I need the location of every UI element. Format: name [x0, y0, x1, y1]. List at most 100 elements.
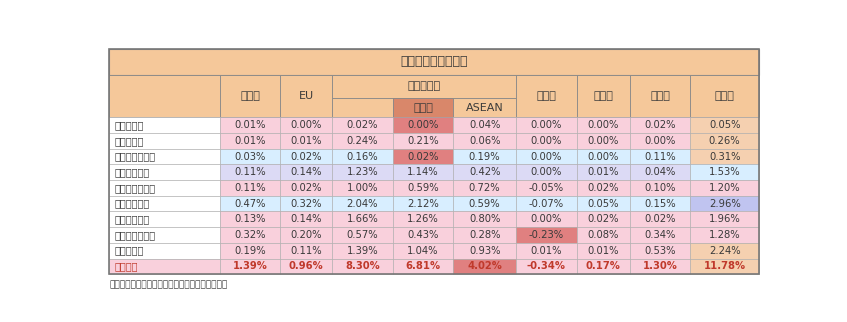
Bar: [332, 98, 393, 118]
Bar: [577, 133, 630, 149]
Text: 0.26%: 0.26%: [709, 136, 740, 146]
Bar: [516, 133, 577, 149]
Bar: [453, 133, 516, 149]
Text: 2.04%: 2.04%: [346, 199, 379, 209]
Bar: [280, 180, 332, 196]
Text: 1.23%: 1.23%: [346, 167, 379, 177]
Bar: [393, 98, 453, 118]
Text: 0.00%: 0.00%: [291, 120, 322, 130]
Bar: [109, 74, 220, 118]
Bar: [453, 98, 516, 118]
Text: ロシア: ロシア: [593, 91, 613, 101]
Text: 0.17%: 0.17%: [586, 261, 621, 271]
Bar: [220, 180, 280, 196]
Bar: [280, 118, 332, 133]
Text: 0.19%: 0.19%: [235, 246, 266, 256]
Bar: [577, 149, 630, 165]
Bar: [516, 165, 577, 180]
Bar: [332, 196, 393, 212]
Text: 0.02%: 0.02%: [645, 120, 676, 130]
Bar: [577, 74, 630, 118]
Text: １．食料品: １．食料品: [114, 120, 144, 130]
Text: 1.39%: 1.39%: [233, 261, 268, 271]
Text: 0.02%: 0.02%: [291, 183, 322, 193]
Bar: [630, 259, 690, 274]
Bar: [630, 180, 690, 196]
Text: EU: EU: [299, 91, 314, 101]
Text: 0.01%: 0.01%: [588, 246, 619, 256]
Bar: [332, 165, 393, 180]
Text: 0.16%: 0.16%: [346, 152, 379, 162]
Bar: [280, 74, 332, 118]
Bar: [109, 133, 220, 149]
Text: ７．電気機器: ７．電気機器: [114, 214, 150, 224]
Bar: [332, 133, 393, 149]
Text: 0.00%: 0.00%: [588, 152, 619, 162]
Bar: [280, 196, 332, 212]
Text: 0.00%: 0.00%: [531, 152, 562, 162]
Bar: [332, 118, 393, 133]
Bar: [630, 133, 690, 149]
Bar: [453, 118, 516, 133]
Text: 0.00%: 0.00%: [531, 136, 562, 146]
Text: 0.00%: 0.00%: [531, 167, 562, 177]
Text: -0.34%: -0.34%: [527, 261, 566, 271]
Bar: [516, 196, 577, 212]
Bar: [220, 212, 280, 227]
Text: その他: その他: [650, 91, 670, 101]
Text: 1.53%: 1.53%: [709, 167, 740, 177]
Text: 0.11%: 0.11%: [291, 246, 322, 256]
Text: 1.04%: 1.04%: [407, 246, 439, 256]
Text: 4.02%: 4.02%: [468, 261, 502, 271]
Text: 1.28%: 1.28%: [709, 230, 740, 240]
Text: 0.02%: 0.02%: [588, 214, 619, 224]
Text: 0.32%: 0.32%: [235, 230, 266, 240]
Bar: [332, 149, 393, 165]
Bar: [577, 243, 630, 259]
Text: 0.93%: 0.93%: [469, 246, 501, 256]
Bar: [393, 196, 453, 212]
Text: 0.59%: 0.59%: [407, 183, 439, 193]
Text: 1.14%: 1.14%: [407, 167, 439, 177]
Text: 中　国: 中 国: [413, 103, 433, 113]
Bar: [393, 118, 453, 133]
Text: ４．化学製品: ４．化学製品: [114, 167, 150, 177]
Bar: [516, 74, 577, 118]
Text: 0.42%: 0.42%: [469, 167, 501, 177]
Bar: [577, 165, 630, 180]
Bar: [280, 243, 332, 259]
Text: 0.00%: 0.00%: [645, 136, 676, 146]
Text: 寄　与　度（輸出）: 寄 与 度（輸出）: [401, 55, 468, 68]
Text: 0.59%: 0.59%: [469, 199, 501, 209]
Text: 0.00%: 0.00%: [531, 120, 562, 130]
Bar: [220, 149, 280, 165]
Bar: [220, 133, 280, 149]
Bar: [280, 227, 332, 243]
Bar: [109, 227, 220, 243]
Text: 0.02%: 0.02%: [407, 152, 439, 162]
Text: 0.14%: 0.14%: [291, 214, 322, 224]
Bar: [577, 259, 630, 274]
Text: 0.24%: 0.24%: [346, 136, 379, 146]
Text: 資料：財務省「貿易統計」から経済産業省作成。: 資料：財務省「貿易統計」から経済産業省作成。: [109, 280, 227, 289]
Text: 1.20%: 1.20%: [709, 183, 740, 193]
Bar: [453, 180, 516, 196]
Text: 0.01%: 0.01%: [588, 167, 619, 177]
Text: 0.32%: 0.32%: [291, 199, 322, 209]
Bar: [393, 165, 453, 180]
Bar: [109, 180, 220, 196]
Bar: [393, 149, 453, 165]
Bar: [690, 212, 759, 227]
Text: ASEAN: ASEAN: [466, 103, 504, 113]
Bar: [630, 196, 690, 212]
Bar: [280, 133, 332, 149]
Text: -0.05%: -0.05%: [529, 183, 564, 193]
Bar: [220, 196, 280, 212]
Text: 0.11%: 0.11%: [645, 152, 676, 162]
Bar: [690, 180, 759, 196]
Text: 0.00%: 0.00%: [588, 136, 619, 146]
Text: ５．原料別製品: ５．原料別製品: [114, 183, 156, 193]
Bar: [393, 243, 453, 259]
Text: 0.02%: 0.02%: [645, 214, 676, 224]
Text: 0.28%: 0.28%: [469, 230, 501, 240]
